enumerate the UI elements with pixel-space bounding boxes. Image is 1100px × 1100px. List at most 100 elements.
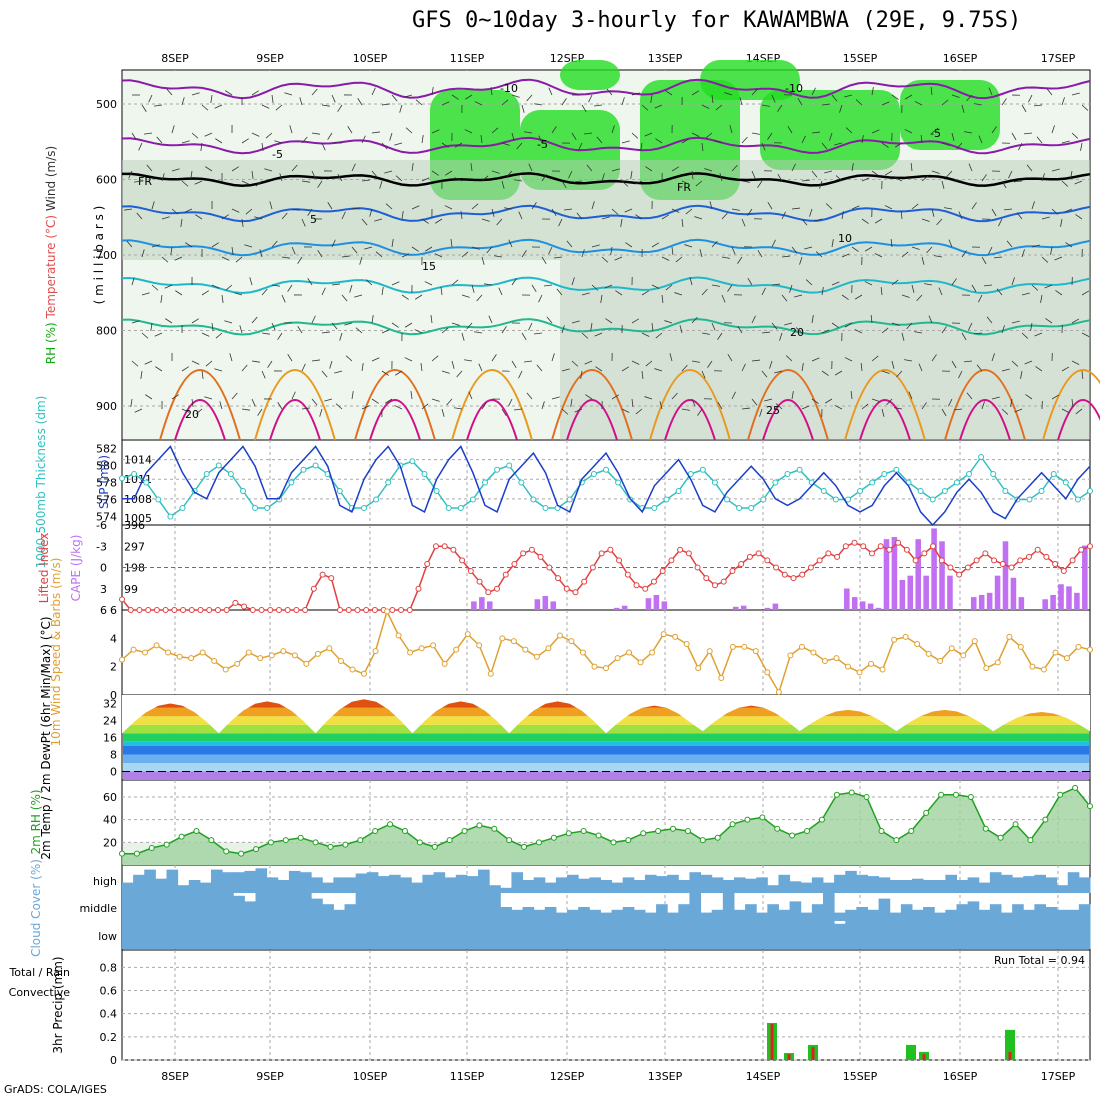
wind-barb (359, 256, 363, 265)
wind-barb (131, 360, 139, 367)
lifted-index-point (232, 599, 239, 606)
cloud-cell (900, 880, 913, 893)
wind-barb (231, 392, 238, 400)
wind-barb (150, 322, 153, 331)
wind-barb (631, 92, 640, 96)
wind-speed-point (833, 655, 840, 662)
cloud-cell (778, 921, 791, 949)
wind-barb (741, 218, 746, 227)
cloud-cell (389, 893, 401, 921)
rh2m-point (312, 839, 319, 846)
rh2m-point (372, 828, 379, 834)
wind-barb (528, 163, 533, 172)
wind-speed-point (1075, 643, 1082, 650)
cloud-cell (144, 893, 156, 921)
wind-barb (901, 332, 905, 341)
wind-barb (331, 283, 340, 286)
credit-text: GrADS: COLA/IGES (4, 1083, 107, 1096)
wind-barb (241, 218, 244, 227)
wind-barb (461, 251, 469, 258)
wind-barb (1021, 292, 1030, 296)
wind-barb (976, 364, 983, 372)
wind-speed-point (188, 655, 195, 662)
wind-barb (291, 246, 296, 255)
wind-barb (931, 354, 937, 362)
wind-barb (671, 208, 680, 213)
wind-barb (231, 166, 239, 172)
cloud-cell (745, 921, 757, 949)
wind-barb (916, 294, 923, 302)
wind-barb (996, 288, 1003, 296)
thickness-point (1087, 488, 1093, 494)
lifted-index-point (511, 560, 518, 567)
cape-tick: 297 (124, 540, 145, 553)
wind-barb (450, 239, 453, 248)
thickness-point (119, 475, 125, 482)
rh2m-point (938, 791, 945, 798)
wind-barb (204, 396, 213, 400)
wind-barb (251, 316, 258, 324)
wind-barb (171, 125, 175, 134)
wind-barb (174, 256, 183, 261)
diurnal-isotherm-hot (762, 399, 814, 441)
wind-barb (461, 294, 470, 298)
precip-legend-conv: Convective (9, 986, 71, 999)
wind-barb (860, 363, 863, 372)
wind-barb (181, 408, 190, 413)
wind-barb (1040, 294, 1043, 303)
wind-barb (1014, 408, 1023, 413)
wind-barb (956, 142, 963, 150)
wind-barb (561, 368, 570, 372)
wind-barb (711, 284, 720, 287)
wind-barb (271, 240, 278, 248)
lifted-index-point (738, 560, 745, 567)
wind-barb (831, 94, 838, 102)
wind-barb (1081, 332, 1090, 337)
wind-barb (694, 216, 703, 220)
wind-barb (591, 244, 600, 248)
wind-barb (707, 360, 713, 368)
wind-barb (821, 142, 828, 150)
lifted-index-point (860, 543, 867, 550)
wind-barb (991, 353, 995, 362)
thickness-point (675, 488, 682, 494)
rh2m-point (1072, 784, 1079, 791)
wind-barb (1081, 370, 1084, 379)
cloud-cell (1012, 877, 1024, 893)
thickness-point (941, 488, 948, 494)
wind-barb (546, 316, 553, 324)
thickness-point (1002, 488, 1009, 494)
cloud-cell (311, 877, 323, 893)
wind-barb (239, 325, 243, 334)
wind-barb (381, 370, 389, 376)
wind-barb (181, 140, 190, 144)
cloud-cell (255, 893, 268, 921)
wind-barb (171, 208, 179, 215)
wind-barb (941, 142, 950, 146)
rh-high-region (560, 60, 620, 90)
cloud-cell (155, 878, 168, 893)
wind-barb (1011, 360, 1019, 367)
wind-barb (551, 208, 557, 217)
lifted-index-point (1017, 557, 1024, 564)
wind-barb (795, 327, 803, 334)
wind-barb (908, 391, 913, 400)
lifted-index-point (746, 553, 753, 560)
wind-barb (594, 104, 603, 107)
wind-barb (701, 142, 704, 151)
thickness-point (820, 488, 827, 494)
cloud-cell (411, 882, 423, 893)
cloud-cell (489, 921, 501, 949)
wind-barb (585, 394, 593, 400)
cloud-cell (433, 872, 446, 893)
lifted-index-point (354, 607, 361, 613)
thickness-point (457, 505, 464, 511)
contour-label: -10 (785, 82, 803, 95)
lifted-index-point (310, 585, 317, 592)
cloud-cell (867, 909, 880, 921)
wind-barb (1025, 394, 1033, 400)
lifted-index-point (694, 564, 701, 571)
wind-barb (1011, 132, 1017, 141)
wind-barb (235, 256, 243, 263)
cloud-cell (989, 921, 1002, 949)
